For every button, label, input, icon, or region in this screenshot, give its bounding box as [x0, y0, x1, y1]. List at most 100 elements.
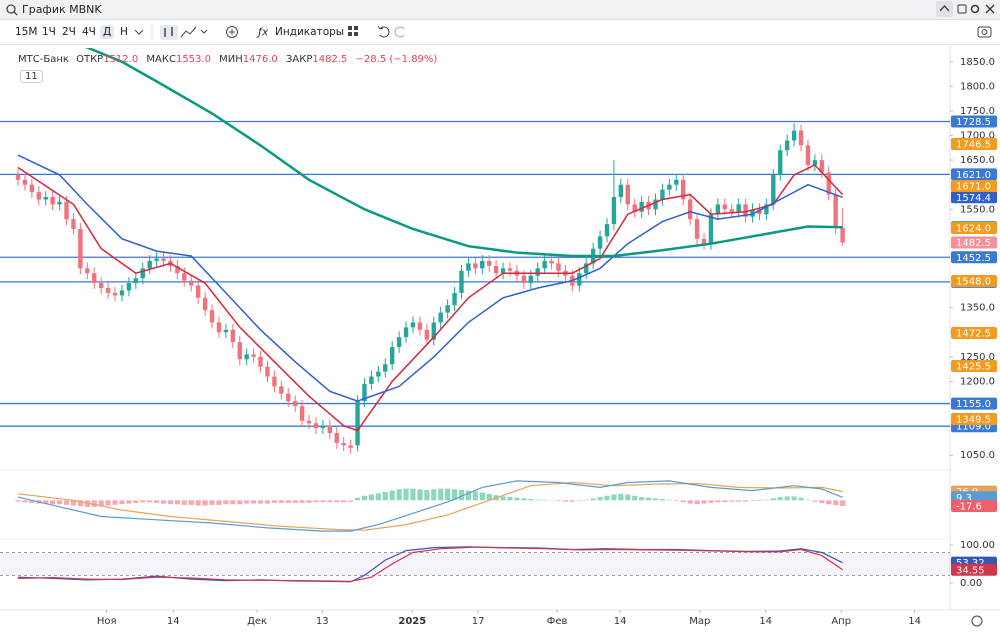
- candle-body: [528, 275, 533, 284]
- compare-icon[interactable]: [226, 26, 238, 38]
- candle-body: [57, 201, 62, 205]
- histogram-bar: [348, 500, 354, 502]
- level-label-bg: [951, 251, 997, 264]
- histogram-bar: [431, 489, 437, 501]
- fx-icon[interactable]: ƒx: [256, 26, 269, 39]
- candle-body: [154, 258, 159, 261]
- indicator-label: 1746.5: [956, 140, 991, 151]
- candle-body: [313, 423, 319, 429]
- candle-body: [480, 260, 485, 269]
- stoch-pane: [0, 546, 950, 583]
- histogram-bar: [666, 499, 672, 501]
- histogram-bar: [341, 500, 347, 503]
- candle-body: [431, 322, 436, 340]
- interval-button[interactable]: 2Ч: [62, 26, 76, 38]
- histogram-bar: [98, 500, 104, 507]
- field-value: 1482.5: [312, 54, 348, 65]
- candle-body: [681, 179, 686, 200]
- candle-body: [251, 354, 256, 357]
- x-tick-label: Ноя: [97, 616, 117, 627]
- candle-body: [632, 204, 637, 212]
- indicator-label: 1472.5: [956, 329, 991, 340]
- histogram-bar: [271, 500, 277, 503]
- candle-body: [452, 292, 457, 306]
- count: 11: [25, 71, 38, 82]
- histogram-bar: [472, 491, 478, 501]
- candle-body: [320, 425, 326, 429]
- search-icon[interactable]: [3, 1, 21, 19]
- histogram-bar: [354, 497, 361, 501]
- histogram-bar: [742, 500, 749, 502]
- indicators-button[interactable]: Индикаторы: [275, 26, 345, 38]
- dropdown-icon[interactable]: [134, 29, 144, 35]
- candle-body: [487, 260, 492, 266]
- candle-body: [334, 433, 339, 443]
- candle-body: [438, 312, 443, 323]
- candle-body: [618, 184, 624, 198]
- field-label: ОТКР: [76, 54, 104, 65]
- interval-button[interactable]: Н: [120, 26, 128, 38]
- histogram-bar: [694, 500, 700, 505]
- line-icon[interactable]: [180, 26, 197, 38]
- candle-body: [175, 265, 180, 274]
- histogram-bar: [451, 489, 458, 501]
- candle-body: [812, 160, 818, 166]
- histogram-bar: [819, 500, 825, 503]
- last-value-label: 53.32: [956, 558, 985, 569]
- histogram-bar: [299, 500, 305, 503]
- interval-button[interactable]: Д: [100, 25, 115, 39]
- histogram-bar: [292, 500, 298, 503]
- histogram-bar: [112, 500, 118, 505]
- legend: МТС-Банк ОТКР1512.0 МАКС1553.0 МИН1476.0…: [18, 54, 437, 65]
- candle-body: [15, 174, 21, 180]
- candle-body: [209, 310, 215, 323]
- undo-icon[interactable]: [377, 25, 390, 38]
- candle-body: [161, 258, 166, 261]
- candle-body: [376, 371, 381, 377]
- candle-body: [355, 401, 360, 446]
- histogram-bar: [590, 498, 596, 501]
- camera-icon[interactable]: [977, 26, 992, 38]
- candle-body: [722, 204, 727, 210]
- histogram-bar: [562, 500, 569, 502]
- x-tick-label: Дек: [247, 616, 267, 627]
- histogram-bar: [167, 500, 174, 505]
- candle-body: [445, 305, 450, 313]
- indicator-count[interactable]: 11: [20, 70, 43, 83]
- settings-icon[interactable]: [971, 615, 983, 627]
- candle-body: [22, 179, 28, 185]
- y-tick-label: 1250.0: [960, 352, 995, 363]
- change: −28.5 (−1.89%): [355, 54, 438, 65]
- y-tick-label: 1800.0: [960, 81, 995, 92]
- candle-body: [244, 354, 249, 360]
- histogram-bar: [285, 500, 291, 503]
- candle-body: [493, 265, 499, 274]
- candle-body: [189, 280, 194, 286]
- candle-body: [459, 270, 464, 293]
- candle-body: [348, 445, 353, 448]
- candle-body: [708, 214, 714, 244]
- candle-body: [791, 130, 797, 141]
- histogram-bar: [542, 499, 548, 501]
- histogram-bar: [147, 500, 153, 503]
- candle-body: [424, 329, 430, 340]
- candle-body: [383, 364, 388, 372]
- y-tick-label: 1550.0: [960, 204, 995, 215]
- x-tick-label: 17: [472, 616, 485, 627]
- last-price-label-bg: [951, 236, 997, 249]
- histogram-bar: [334, 500, 340, 503]
- interval-button[interactable]: 4Ч: [82, 26, 96, 38]
- candle-body: [535, 268, 540, 276]
- redo-icon[interactable]: [394, 26, 405, 38]
- x-tick-label: Мар: [689, 616, 710, 627]
- histogram-bar: [604, 495, 610, 501]
- histogram-bar: [154, 500, 160, 503]
- histogram-bar: [50, 500, 56, 505]
- price-pane: [0, 48, 950, 454]
- interval-button[interactable]: 1Ч: [42, 26, 56, 38]
- candle-body: [36, 192, 42, 200]
- interval-button[interactable]: 15М: [15, 26, 38, 38]
- histogram-bar: [729, 500, 735, 502]
- window-controls[interactable]: [936, 0, 1000, 18]
- candle-body: [507, 268, 513, 271]
